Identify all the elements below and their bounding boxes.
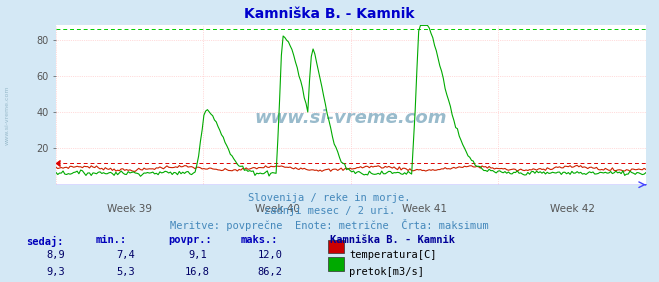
Text: 8,9: 8,9 — [47, 250, 65, 259]
Text: Meritve: povprečne  Enote: metrične  Črta: maksimum: Meritve: povprečne Enote: metrične Črta:… — [170, 219, 489, 231]
Text: Kamniška B. - Kamnik: Kamniška B. - Kamnik — [330, 235, 455, 245]
Text: 9,3: 9,3 — [47, 267, 65, 277]
Text: 9,1: 9,1 — [188, 250, 207, 259]
Text: www.si-vreme.com: www.si-vreme.com — [5, 86, 10, 145]
Text: www.si-vreme.com: www.si-vreme.com — [254, 109, 447, 127]
Text: Week 42: Week 42 — [550, 204, 594, 214]
Text: povpr.:: povpr.: — [168, 235, 212, 245]
Text: Week 40: Week 40 — [255, 204, 300, 214]
Text: maks.:: maks.: — [241, 235, 278, 245]
Text: Week 41: Week 41 — [402, 204, 447, 214]
Text: 86,2: 86,2 — [258, 267, 283, 277]
Text: zadnji mesec / 2 uri.: zadnji mesec / 2 uri. — [264, 206, 395, 216]
Text: Slovenija / reke in morje.: Slovenija / reke in morje. — [248, 193, 411, 203]
Text: min.:: min.: — [96, 235, 127, 245]
Text: 7,4: 7,4 — [116, 250, 134, 259]
Text: 5,3: 5,3 — [116, 267, 134, 277]
Text: pretok[m3/s]: pretok[m3/s] — [349, 267, 424, 277]
Text: 12,0: 12,0 — [258, 250, 283, 259]
Text: sedaj:: sedaj: — [26, 235, 64, 246]
Text: temperatura[C]: temperatura[C] — [349, 250, 437, 259]
Text: Week 39: Week 39 — [107, 204, 152, 214]
Text: 16,8: 16,8 — [185, 267, 210, 277]
Text: Kamniška B. - Kamnik: Kamniška B. - Kamnik — [244, 7, 415, 21]
